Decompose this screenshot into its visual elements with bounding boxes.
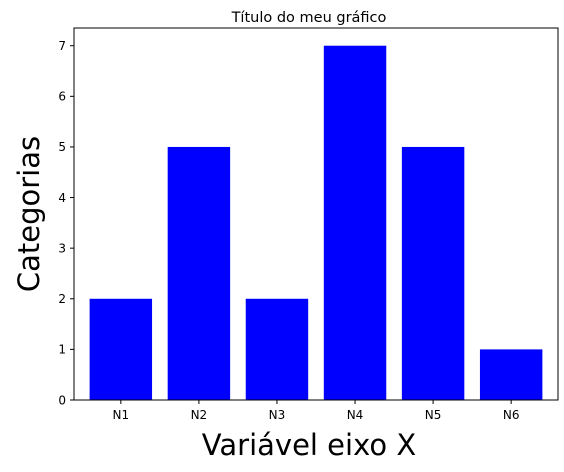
bar-n3 xyxy=(245,298,309,400)
x-axis-ticks: N1 N2 N3 N4 N5 N6 xyxy=(113,400,520,422)
y-tick-label: 5 xyxy=(58,140,66,154)
y-tick-label: 0 xyxy=(58,393,66,407)
x-tick-label: N3 xyxy=(269,408,286,422)
x-tick-label: N1 xyxy=(113,408,130,422)
x-tick-label: N6 xyxy=(503,408,520,422)
y-tick-label: 2 xyxy=(58,292,66,306)
y-tick-label: 1 xyxy=(58,343,66,357)
y-tick-label: 6 xyxy=(58,90,66,104)
bar-n5 xyxy=(401,146,465,400)
y-tick-label: 7 xyxy=(58,39,66,53)
x-axis-label: Variável eixo X xyxy=(202,428,416,462)
x-tick-label: N4 xyxy=(347,408,364,422)
bar-n4 xyxy=(323,45,387,401)
bar-n6 xyxy=(479,349,543,400)
x-tick-label: N2 xyxy=(191,408,208,422)
y-tick-label: 4 xyxy=(58,191,66,205)
plot-frame xyxy=(73,27,559,401)
y-axis-ticks: 0 1 2 3 4 5 6 7 xyxy=(58,39,74,407)
chart-title: Título do meu gráfico xyxy=(231,10,387,26)
bars-layer xyxy=(89,45,543,401)
y-tick-label: 3 xyxy=(58,241,66,255)
bar-n1 xyxy=(89,298,153,400)
bar-n2 xyxy=(167,146,231,400)
y-axis-label: Categorias xyxy=(12,136,46,292)
x-tick-label: N5 xyxy=(425,408,442,422)
